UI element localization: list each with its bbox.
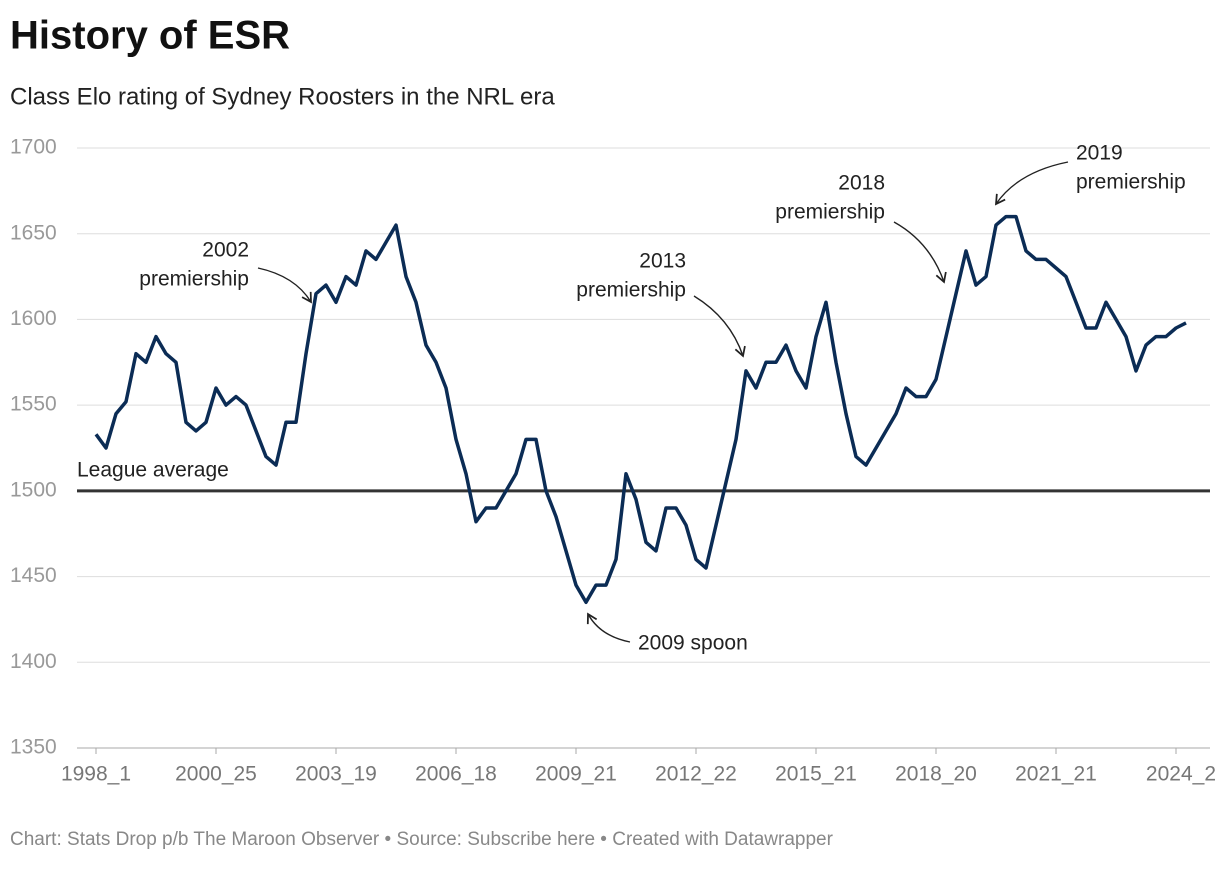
annotation: 2002: [202, 239, 249, 262]
x-tick-label: 2009_21: [535, 763, 617, 786]
arrow: [257, 267, 312, 304]
footer: Chart: Stats Drop p/b The Maroon Observe…: [10, 829, 834, 850]
x-tick-label: 2003_19: [295, 763, 377, 786]
annotation: premiership: [139, 268, 249, 291]
annotation: premiership: [1076, 171, 1186, 194]
x-tick-label: 2015_21: [775, 763, 857, 786]
reference-label: League average: [77, 458, 229, 481]
chart-subtitle: Class Elo rating of Sydney Roosters in t…: [10, 83, 555, 110]
annotations: 2002 premiership 2009 spoon 2013 premier…: [139, 142, 1185, 655]
x-tick-label: 1998_1: [61, 763, 131, 786]
arrow: [586, 612, 631, 643]
arrow: [893, 221, 947, 284]
y-tick-label: 1450: [10, 564, 57, 587]
line-series: [94, 214, 1187, 605]
y-tick-label: 1400: [10, 650, 57, 673]
x-tick-label: 2012_22: [655, 763, 737, 786]
y-tick-label: 1350: [10, 736, 57, 759]
y-tick-label: 1700: [10, 136, 57, 159]
annotation: 2019: [1076, 142, 1123, 165]
annotation: 2018: [838, 172, 885, 195]
annotation: premiership: [576, 279, 686, 302]
arrow: [693, 295, 746, 358]
chart-title: History of ESR: [10, 14, 290, 58]
x-tick-label: 2024_2: [1146, 763, 1216, 786]
y-tick-label: 1550: [10, 393, 57, 416]
x-tick-label: 2006_18: [415, 763, 497, 786]
x-tick-label: 2021_21: [1015, 763, 1097, 786]
annotation: 2009 spoon: [638, 632, 748, 655]
arrow: [994, 161, 1069, 206]
y-tick-label: 1600: [10, 307, 57, 330]
x-tick-label: 2018_20: [895, 763, 977, 786]
x-tick-label: 2000_25: [175, 763, 257, 786]
y-tick-label: 1500: [10, 478, 57, 501]
annotation: 2013: [639, 250, 686, 273]
y-tick-label: 1650: [10, 221, 57, 244]
annotation: premiership: [775, 201, 885, 224]
